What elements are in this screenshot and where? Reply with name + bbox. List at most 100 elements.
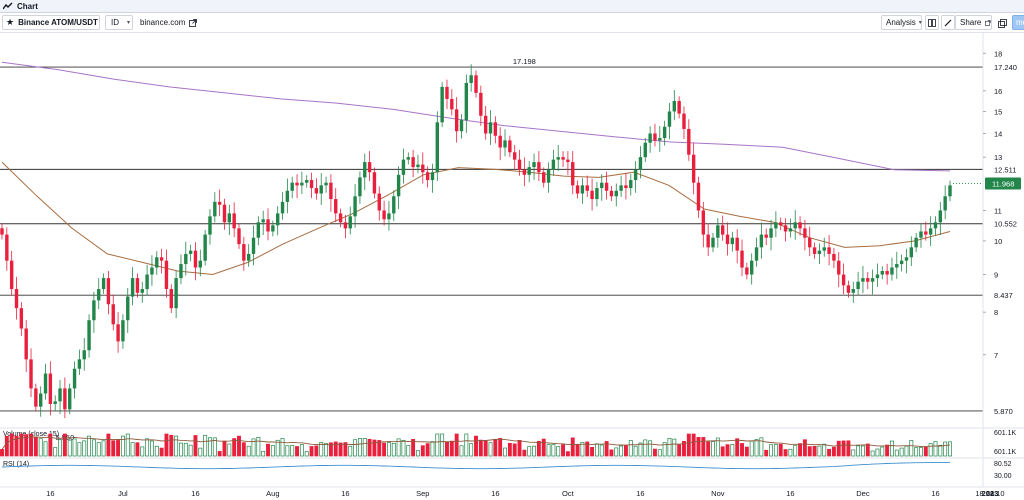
candle-up [633,169,638,181]
copy-icon[interactable] [998,19,1007,28]
interval-dropdown[interactable]: ID ▾ [105,15,133,30]
rsi-label: RSI (14) [3,461,29,468]
candles [0,64,952,419]
candle-down [483,115,488,134]
source-link[interactable]: binance.com [140,18,198,27]
candle-down [885,271,889,275]
volume-bar [507,442,512,457]
price-axis[interactable]: 18 16 15 14 13 11 10 9 8 7 17.240 12.511 10.552 8.437… [982,33,1021,487]
volume-tick-label: 601.1K [994,430,1017,437]
star-icon[interactable]: ★ [6,17,15,27]
candle-up [435,122,440,173]
candle-up [430,172,435,181]
candle-up [145,274,149,290]
candle-down [846,285,851,293]
volume-bar [396,438,401,457]
time-label: 16 [191,489,199,498]
candle-up [150,267,154,275]
volume-bar [875,448,880,457]
window-title: Chart [17,1,38,11]
candle-up [72,368,77,389]
volume-bar [227,443,232,457]
candle-up [82,350,86,360]
volume-bar [744,446,749,457]
candle-up [909,247,914,258]
candle-up [203,234,207,261]
candle-down [169,289,173,309]
candle-up [914,237,918,248]
volume-bar [701,437,706,457]
interval-label: ID [111,18,119,27]
candle-down [309,180,314,189]
volume-bar [831,446,836,457]
candle-down [725,234,730,245]
volume-bar [343,442,348,457]
volume-bar [798,443,803,457]
price-chart[interactable]: 17.1985.550 18 16 15 14 13 11 10 9 8 7 17.240 12.51… [0,33,1024,500]
candle-up [416,164,420,168]
candle-up [870,278,875,282]
candle-up [600,182,604,189]
volume-bar [706,441,711,457]
volume-bar [319,442,324,457]
candle-down [242,244,246,261]
candle-up [130,278,135,297]
candle-down [740,250,744,268]
volume-bar [696,436,701,457]
volume-bar [527,446,532,457]
symbol-search-button[interactable]: ★ Binance ATOM/USDT [2,15,100,30]
volume-bar [82,440,87,457]
share-button[interactable]: Share [955,15,992,30]
candle-down [924,231,928,235]
candle-down [479,92,483,116]
volume-bar [391,443,396,457]
volume-bar [459,445,464,457]
volume-bar [846,440,851,457]
candle-down [832,253,836,261]
volume-bar [469,443,474,457]
volume-bar [604,441,609,457]
time-label: 16 [46,489,54,498]
candle-down [314,188,319,194]
candle-up [580,185,585,194]
volume-bar [672,438,677,457]
analysis-label: Analysis [886,18,916,27]
candle-up [619,185,623,191]
candle-down [450,98,454,110]
chart-container[interactable]: 17.1985.550 18 16 15 14 13 11 10 9 8 7 17.240 12.51… [0,33,1024,500]
menu-button[interactable]: me [1012,15,1024,30]
volume-bar [101,440,106,457]
candle-up [256,222,261,238]
price-tick-label: 9 [994,271,998,280]
volume-bar [38,438,43,457]
candle-up [174,278,178,309]
compare-button[interactable] [925,15,939,30]
volume-bar [406,445,411,457]
candle-down [720,225,725,235]
candle-up [179,264,183,279]
volume-bar [769,444,773,457]
candle-up [638,157,643,170]
volume-bar [802,439,807,457]
price-tick-label: 13 [994,153,1002,162]
volume-bar [179,442,183,457]
volume-bar [919,447,923,457]
volume-bar [493,439,498,457]
candle-down [866,278,870,282]
candle-down [696,182,701,211]
analysis-dropdown[interactable]: Analysis ▾ [881,15,922,30]
volume-bar [619,445,624,457]
volume-bar [29,433,33,457]
candle-down [372,172,377,194]
volume-bar [836,440,841,457]
volume-bar [217,451,222,457]
drawing-button[interactable] [941,15,955,30]
candle-up [440,86,444,123]
candle-up [759,234,764,248]
volume-bar [556,446,561,457]
candle-down [5,234,9,261]
volume-bar [894,449,899,457]
time-axis[interactable]: 16 Jul 16 Aug 16 Sep 16 Oct 16 Nov 16 Dec 16 202318:5… [0,486,1024,498]
volume-bar [478,439,483,457]
volume-bar [362,438,367,457]
